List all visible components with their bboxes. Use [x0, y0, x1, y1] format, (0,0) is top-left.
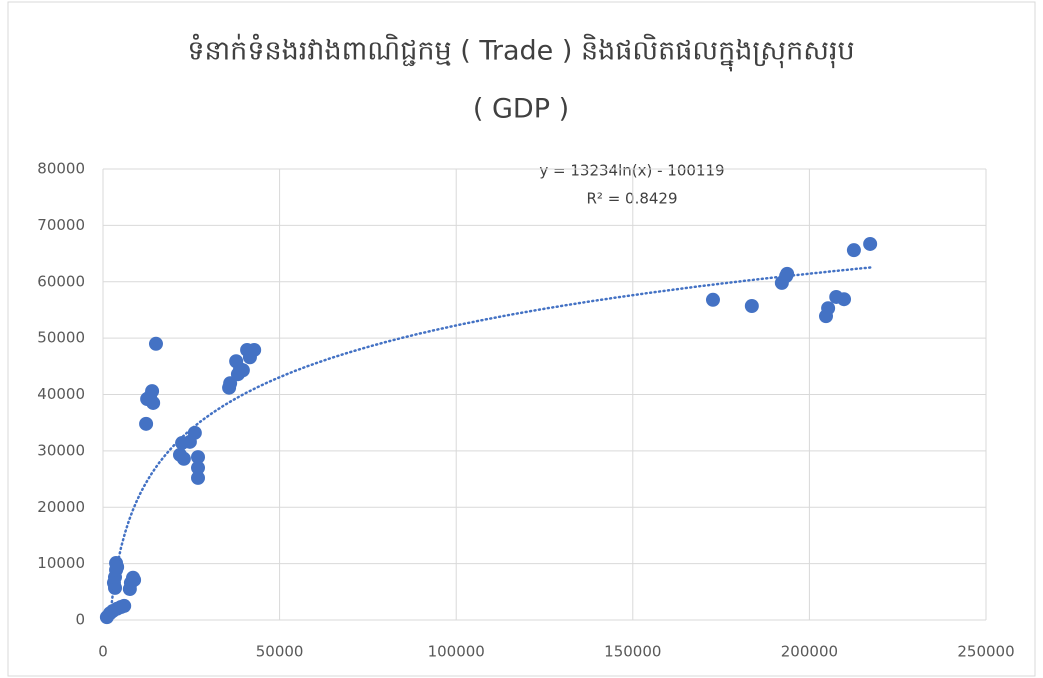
point: [744, 298, 759, 313]
point: [117, 598, 132, 613]
chart-title: ទំនាក់ទំនងរវាងពាណិជ្ជកម្ម ( Trade ) និងផ…: [187, 34, 854, 72]
x-tick-label: 200000: [781, 643, 838, 661]
point: [821, 301, 836, 316]
point: [191, 470, 206, 485]
point: [191, 460, 206, 475]
point: [176, 451, 191, 466]
point: [780, 266, 795, 281]
point: [148, 336, 163, 351]
point: [127, 572, 142, 587]
point: [846, 243, 861, 258]
point: [235, 363, 250, 378]
point: [187, 425, 202, 440]
x-tick-label: 0: [98, 643, 108, 661]
x-tick-label: 250000: [957, 643, 1014, 661]
y-tick-label: 50000: [37, 329, 85, 347]
point: [863, 236, 878, 251]
y-tick-label: 0: [75, 611, 85, 629]
point: [191, 450, 206, 465]
y-tick-label: 10000: [37, 554, 85, 572]
point: [110, 560, 125, 575]
x-tick-label: 100000: [428, 643, 485, 661]
chart-subtitle: ( GDP ): [473, 94, 569, 125]
y-tick-label: 30000: [37, 441, 85, 459]
y-tick-label: 20000: [37, 498, 85, 516]
y-tick-label: 40000: [37, 385, 85, 403]
x-tick-label: 50000: [256, 643, 304, 661]
point: [139, 416, 154, 431]
point: [142, 389, 157, 404]
x-tick-label: 150000: [604, 643, 661, 661]
y-tick-label: 70000: [37, 216, 85, 234]
point: [247, 342, 262, 357]
trend-r2: R² = 0.8429: [586, 190, 677, 208]
y-tick-label: 80000: [37, 160, 85, 178]
point: [837, 292, 852, 307]
trendline: [108, 266, 872, 622]
trend-equation: y = 13234ln(x) - 100119: [539, 162, 724, 180]
y-tick-label: 60000: [37, 272, 85, 290]
point: [705, 292, 720, 307]
